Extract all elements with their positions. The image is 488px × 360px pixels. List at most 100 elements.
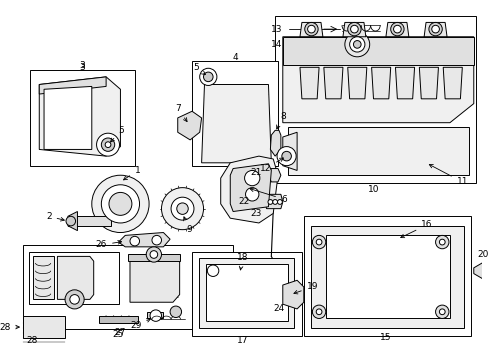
Bar (192, 60, 278, 166)
Circle shape (312, 235, 325, 249)
Text: 9: 9 (183, 217, 192, 234)
Polygon shape (68, 212, 77, 231)
Text: 21: 21 (250, 168, 261, 177)
Polygon shape (325, 235, 449, 319)
Text: 28: 28 (0, 323, 20, 332)
Circle shape (316, 239, 321, 245)
Text: 2: 2 (46, 212, 64, 221)
Text: 15: 15 (379, 333, 391, 342)
Circle shape (70, 294, 79, 304)
Polygon shape (371, 67, 390, 99)
Text: 12: 12 (260, 158, 283, 173)
Polygon shape (287, 127, 468, 175)
Circle shape (267, 199, 272, 204)
Bar (303, 216, 470, 336)
Polygon shape (311, 226, 463, 328)
Circle shape (105, 142, 111, 148)
Text: 5: 5 (193, 63, 205, 75)
Circle shape (304, 22, 318, 36)
Circle shape (344, 32, 369, 57)
Text: 17: 17 (237, 336, 248, 345)
Circle shape (277, 199, 282, 204)
Text: 5: 5 (110, 126, 124, 142)
Polygon shape (270, 130, 280, 156)
Bar (23, 245, 233, 329)
Bar (275, 16, 475, 183)
Circle shape (439, 309, 444, 315)
Circle shape (161, 188, 203, 230)
Polygon shape (342, 22, 365, 37)
Circle shape (96, 133, 119, 156)
Polygon shape (198, 258, 294, 328)
Text: 13: 13 (271, 24, 282, 33)
Text: 26: 26 (96, 240, 122, 249)
Polygon shape (206, 264, 287, 321)
Circle shape (65, 290, 84, 309)
Polygon shape (473, 261, 488, 280)
Circle shape (393, 25, 400, 33)
Polygon shape (44, 86, 92, 149)
Polygon shape (282, 280, 303, 309)
Bar (192, 252, 301, 336)
Circle shape (171, 197, 194, 220)
Polygon shape (282, 37, 473, 66)
Circle shape (347, 22, 360, 36)
Text: 14: 14 (271, 40, 282, 49)
Text: 20: 20 (477, 250, 488, 259)
Text: 8: 8 (276, 112, 285, 129)
Polygon shape (99, 316, 137, 323)
Text: 3: 3 (79, 63, 85, 72)
Text: 18: 18 (237, 253, 248, 270)
Circle shape (350, 25, 358, 33)
Polygon shape (395, 67, 414, 99)
Text: 28: 28 (27, 336, 38, 345)
Bar (30, 70, 135, 166)
Circle shape (109, 192, 132, 215)
Polygon shape (323, 67, 342, 99)
Polygon shape (57, 256, 94, 300)
Circle shape (277, 147, 296, 166)
Circle shape (431, 25, 439, 33)
Polygon shape (419, 67, 438, 99)
Circle shape (245, 188, 258, 201)
Polygon shape (33, 256, 54, 300)
Circle shape (390, 22, 403, 36)
Circle shape (435, 235, 448, 249)
Polygon shape (39, 77, 120, 156)
Polygon shape (118, 233, 170, 247)
Circle shape (207, 265, 218, 276)
Text: 16: 16 (400, 220, 432, 238)
Polygon shape (268, 168, 280, 182)
Polygon shape (423, 22, 446, 37)
Polygon shape (220, 156, 278, 223)
Circle shape (101, 185, 139, 223)
Circle shape (435, 305, 448, 319)
Circle shape (272, 199, 277, 204)
Circle shape (349, 37, 364, 52)
Circle shape (170, 306, 181, 318)
Polygon shape (347, 67, 366, 99)
Circle shape (92, 175, 149, 233)
Circle shape (152, 235, 161, 245)
Circle shape (312, 305, 325, 319)
Polygon shape (230, 164, 271, 212)
Circle shape (146, 247, 161, 262)
Polygon shape (39, 77, 106, 94)
Polygon shape (385, 22, 408, 37)
Circle shape (150, 310, 161, 321)
Polygon shape (177, 111, 201, 140)
Polygon shape (299, 22, 322, 37)
Circle shape (66, 216, 76, 226)
Text: 1: 1 (123, 166, 140, 180)
Text: 25: 25 (113, 330, 124, 339)
Circle shape (439, 239, 444, 245)
Circle shape (281, 151, 291, 161)
Circle shape (353, 41, 360, 48)
Polygon shape (264, 194, 282, 209)
Text: 19: 19 (293, 283, 318, 294)
Circle shape (199, 68, 217, 85)
Text: 3: 3 (79, 61, 85, 70)
Text: 24: 24 (273, 305, 284, 314)
Polygon shape (23, 316, 65, 338)
Circle shape (130, 237, 139, 246)
